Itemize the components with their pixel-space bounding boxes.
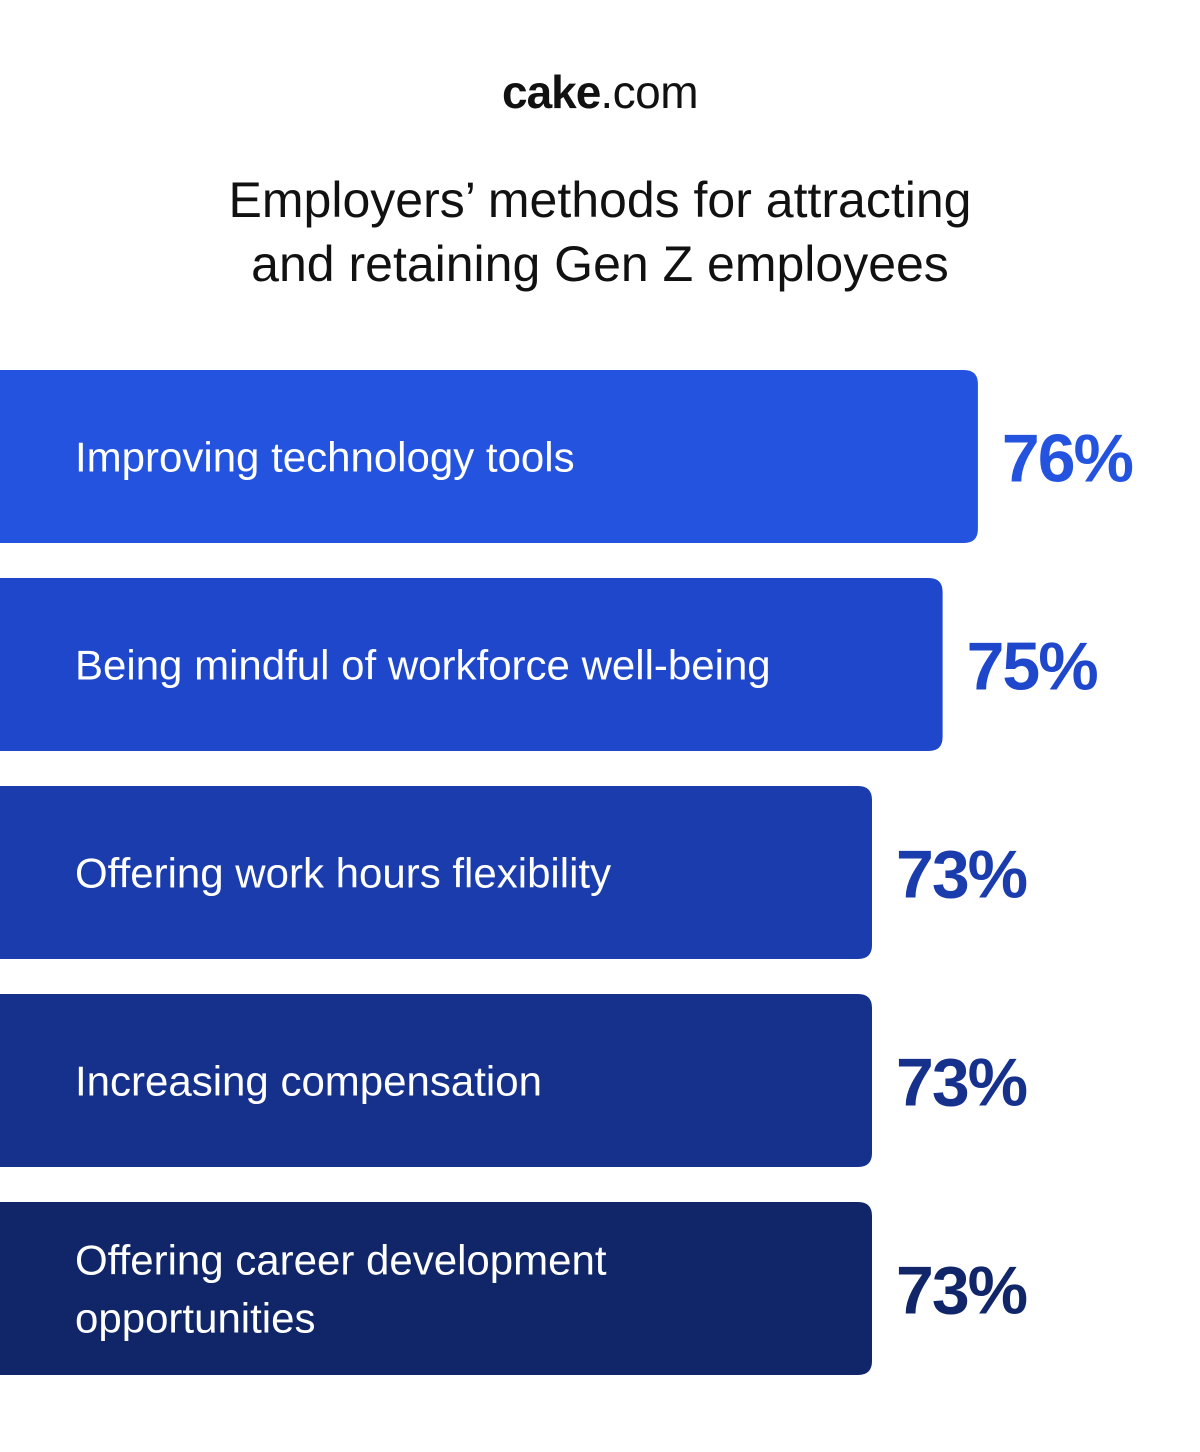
chart-title-line-2: and retaining Gen Z employees <box>251 236 949 292</box>
bar-5 <box>0 1202 872 1375</box>
bar-2-label: Being mindful of workforce well-being <box>75 642 771 689</box>
bar-5-label-line-1: Offering career development <box>75 1237 607 1284</box>
bar-3-value: 73% <box>896 837 1027 913</box>
bar-4-value: 73% <box>896 1045 1027 1121</box>
bar-5-value: 73% <box>896 1253 1027 1329</box>
bar-4-label: Increasing compensation <box>75 1058 542 1105</box>
chart-title-line-1: Employers’ methods for attracting <box>228 172 972 228</box>
bar-1-value: 76% <box>1002 421 1133 497</box>
logo-wordmark-bold: cake <box>501 66 601 118</box>
bar-4 <box>0 994 872 1167</box>
bar-5-label-line-2: opportunities <box>75 1295 316 1342</box>
bar-1-label: Improving technology tools <box>75 434 575 481</box>
bar-2-value: 75% <box>967 629 1098 705</box>
chart-title: Employers’ methods for attracting and re… <box>100 168 1100 296</box>
bar-2 <box>0 578 943 751</box>
bar-1 <box>0 370 978 543</box>
bar-3-label: Offering work hours flexibility <box>75 850 611 897</box>
bar-3 <box>0 786 872 959</box>
cake-logo: cake.com <box>0 62 1200 122</box>
logo-wordmark-domain: .com <box>600 66 699 118</box>
